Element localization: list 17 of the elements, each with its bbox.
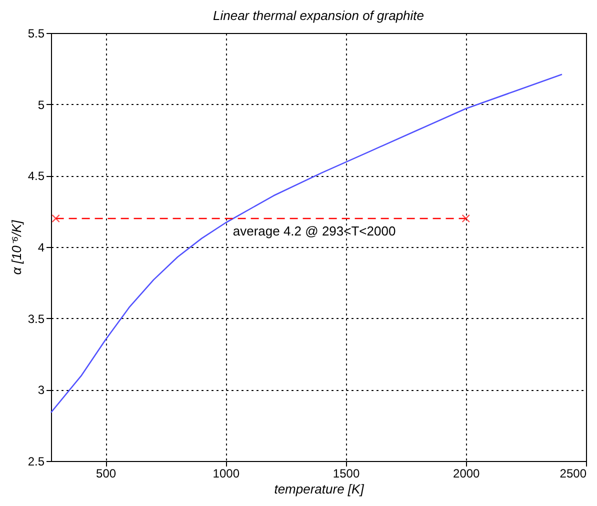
y-tick-label: 4 — [38, 240, 45, 254]
x-tick-label: 2500 — [560, 466, 587, 480]
x-tick-label: 1000 — [212, 466, 240, 480]
y-tick-label: 2.5 — [28, 454, 45, 468]
y-tick-label: 4.5 — [28, 169, 45, 184]
y-tick-label: 5 — [38, 98, 45, 112]
annotation: average 4.2 @ 293<T<2000 — [232, 223, 396, 238]
y-tick-label: 5.5 — [28, 26, 45, 40]
x-tick-label: 1500 — [332, 466, 360, 480]
x-tick-label: 500 — [96, 466, 116, 480]
line-series — [50, 74, 563, 414]
y-axis-title: α [10⁻⁶/K] — [8, 220, 24, 275]
chart-title: Linear thermal expansion of graphite — [212, 8, 424, 23]
x-axis-title: temperature [K] — [274, 482, 364, 496]
y-tick-label: 3 — [38, 383, 45, 398]
x-tick-label: 2000 — [453, 466, 480, 480]
y-tick-label: 3.5 — [28, 312, 45, 326]
